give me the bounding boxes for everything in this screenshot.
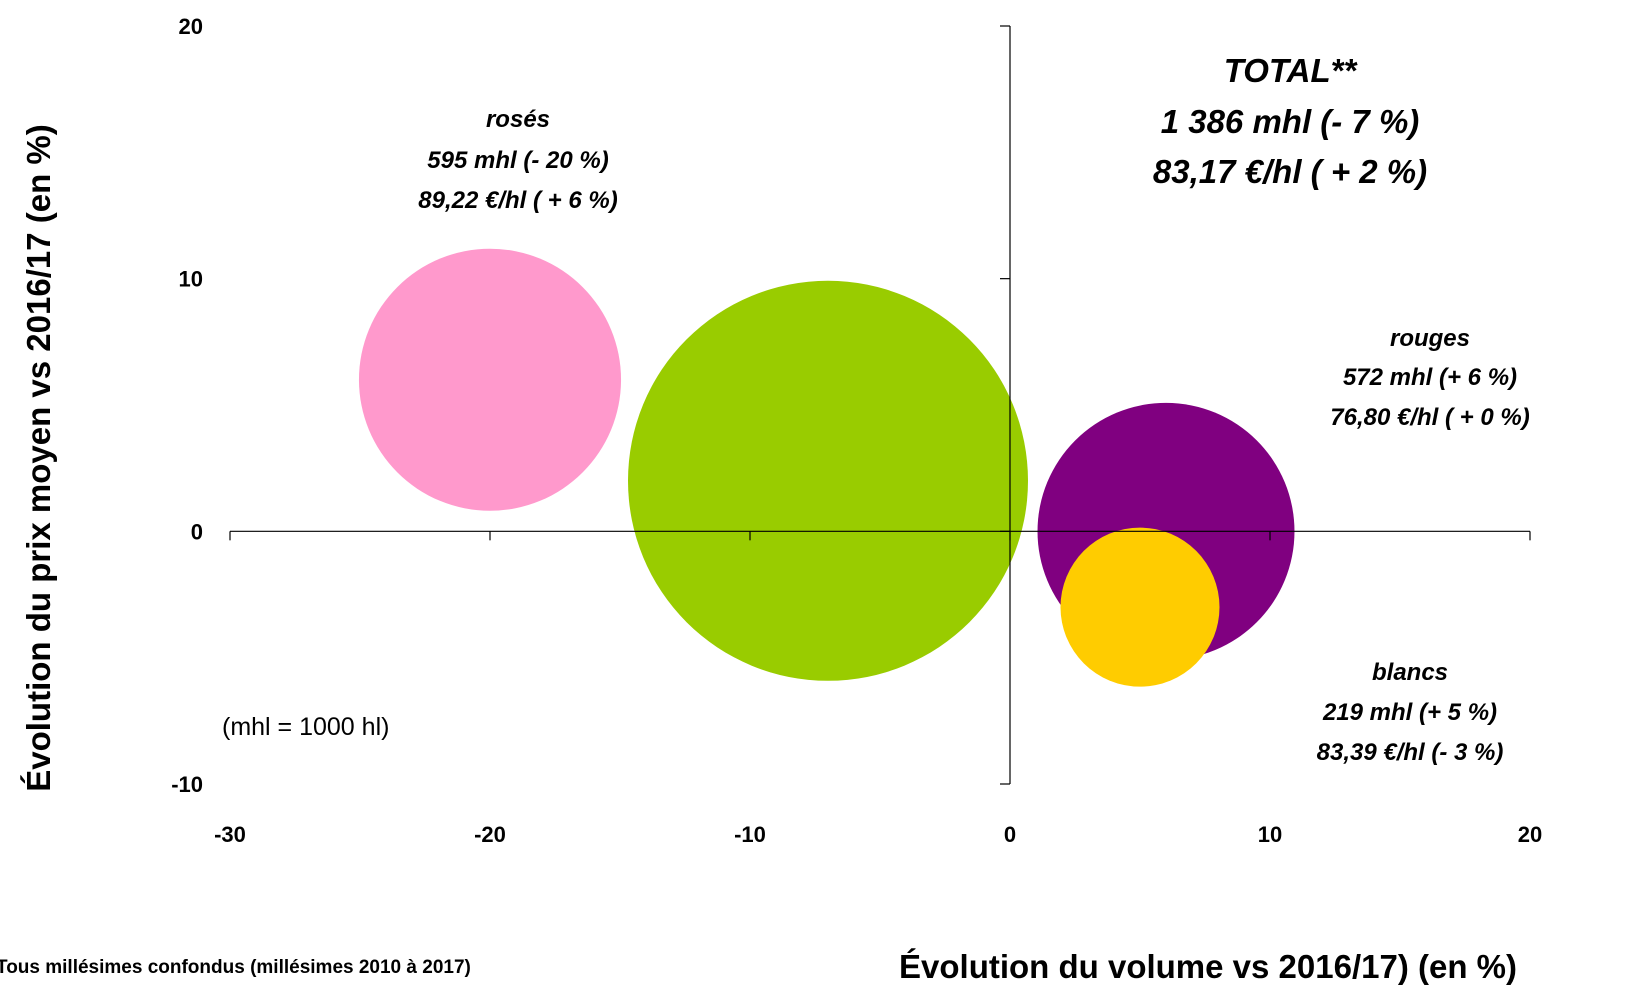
x-tick-label: -20: [474, 822, 506, 847]
bubble-label-total: 83,17 €/hl ( + 2 %): [1153, 153, 1427, 190]
bubble-label-blancs: 83,39 €/hl (- 3 %): [1317, 739, 1504, 766]
bubble-labels: rosés 595 mhl (- 20 %) 89,22 €/hl ( + 6 %)…: [418, 52, 1529, 766]
bubble-label-total: 1 386 mhl (- 7 %): [1161, 103, 1420, 140]
x-tick-label: 20: [1518, 822, 1542, 847]
bubble-label-blancs: 219 mhl (+ 5 %): [1322, 699, 1497, 726]
bubble-blancs: [1060, 527, 1220, 687]
y-axis-title: Évolution du prix moyen vs 2016/17 (en %…: [20, 124, 57, 792]
bubble-label-ross: 89,22 €/hl ( + 6 %): [418, 187, 617, 214]
x-tick-label: -30: [214, 822, 246, 847]
x-tick-label: 10: [1258, 822, 1282, 847]
footnote: Tous millésimes confondus (millésimes 20…: [0, 957, 471, 978]
y-tick-label: 0: [191, 519, 203, 544]
bubble-total: [628, 280, 1028, 681]
x-tick-label: 0: [1004, 822, 1016, 847]
bubble-label-blancs: blancs: [1372, 659, 1448, 686]
x-tick-label: -10: [734, 822, 766, 847]
x-axis-title: Évolution du volume vs 2016/17) (en %): [899, 948, 1517, 985]
bubble-label-rouges: 572 mhl (+ 6 %): [1343, 364, 1517, 391]
axes: -30 -20 -10 0 10 20 20 10 0 -10: [171, 14, 1542, 847]
note-text: (mhl = 1000 hl): [222, 713, 389, 741]
y-tick-label: -10: [171, 772, 203, 797]
bubble-label-rouges: rouges: [1390, 325, 1470, 352]
bubble-ross: [358, 248, 622, 511]
bubble-label-total: TOTAL**: [1224, 52, 1359, 89]
bubbles-layer: [358, 248, 1295, 687]
y-tick-label: 20: [179, 14, 203, 39]
bubble-label-rouges: 76,80 €/hl ( + 0 %): [1330, 404, 1529, 431]
bubble-label-ross: 595 mhl (- 20 %): [427, 147, 608, 174]
y-tick-label: 10: [179, 267, 203, 292]
bubble-label-ross: rosés: [486, 106, 550, 133]
